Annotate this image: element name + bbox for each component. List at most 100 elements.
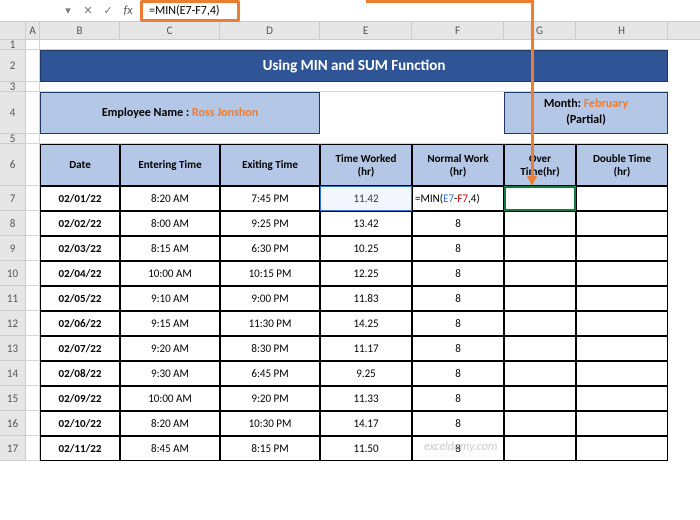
cell-double[interactable] [576,411,668,436]
cell-normal[interactable]: 8 [412,436,504,461]
cell-enter[interactable]: 9:20 AM [120,336,220,361]
cell-date[interactable]: 02/11/22 [40,436,120,461]
cell-worked[interactable]: 13.42 [320,211,412,236]
cell-double[interactable] [576,311,668,336]
row-7[interactable]: 7 [0,186,26,211]
cell-worked[interactable]: 11.17 [320,336,412,361]
row-11[interactable]: 11 [0,286,26,311]
cell-enter[interactable]: 10:00 AM [120,386,220,411]
row-6[interactable]: 6 [0,144,26,186]
row-15[interactable]: 15 [0,386,26,411]
cell-date[interactable]: 02/01/22 [40,186,120,211]
row-17[interactable]: 17 [0,436,26,461]
cell-double[interactable] [576,361,668,386]
col-c[interactable]: C [120,22,220,39]
row-14[interactable]: 14 [0,361,26,386]
cell-exit[interactable]: 10:30 PM [220,411,320,436]
row-4[interactable]: 4 [0,92,26,134]
cell-enter[interactable]: 9:15 AM [120,311,220,336]
cell-double[interactable] [576,436,668,461]
cell-enter[interactable]: 8:15 AM [120,236,220,261]
cell-normal[interactable]: 8 [412,211,504,236]
cell-normal[interactable]: 8 [412,311,504,336]
cell-enter[interactable]: 9:10 AM [120,286,220,311]
row-5[interactable]: 5 [0,134,26,144]
cell-exit[interactable]: 9:20 PM [220,386,320,411]
cell-double[interactable] [576,261,668,286]
cell-worked[interactable]: 14.17 [320,411,412,436]
cell-date[interactable]: 02/09/22 [40,386,120,411]
cell-enter[interactable]: 10:00 AM [120,261,220,286]
cell-normal[interactable]: 8 [412,261,504,286]
cell-over[interactable] [504,261,576,286]
cell-date[interactable]: 02/02/22 [40,211,120,236]
cancel-icon[interactable]: ✕ [78,4,98,17]
row-1[interactable]: 1 [0,40,26,50]
row-13[interactable]: 13 [0,336,26,361]
dropdown-icon[interactable]: ▾ [58,4,78,17]
select-all[interactable] [0,22,26,39]
cell-over[interactable] [504,236,576,261]
cell-exit[interactable]: 7:45 PM [220,186,320,211]
cell-date[interactable]: 02/05/22 [40,286,120,311]
cell-exit[interactable]: 11:30 PM [220,311,320,336]
row-9[interactable]: 9 [0,236,26,261]
cell-enter[interactable]: 8:45 AM [120,436,220,461]
cell-normal[interactable]: 8 [412,411,504,436]
cell-over[interactable] [504,361,576,386]
cell-worked[interactable]: 14.25 [320,311,412,336]
row-2[interactable]: 2 [0,50,26,82]
col-g[interactable]: G [504,22,576,39]
cell-normal[interactable]: 8 [412,386,504,411]
row-8[interactable]: 8 [0,211,26,236]
accept-icon[interactable]: ✓ [98,4,118,17]
cell-date[interactable]: 02/08/22 [40,361,120,386]
cell-date[interactable]: 02/10/22 [40,411,120,436]
cell-normal[interactable]: 8 [412,236,504,261]
col-b[interactable]: B [40,22,120,39]
cell-over[interactable] [504,286,576,311]
col-f[interactable]: F [412,22,504,39]
cell-enter[interactable]: 8:00 AM [120,211,220,236]
cell-exit[interactable]: 6:30 PM [220,236,320,261]
cell-worked[interactable]: 12.25 [320,261,412,286]
col-d[interactable]: D [220,22,320,39]
cell-exit[interactable]: 10:15 PM [220,261,320,286]
cell-enter[interactable]: 8:20 AM [120,411,220,436]
cell-over[interactable] [504,186,576,211]
cell-over[interactable] [504,411,576,436]
cell-normal[interactable]: 8 [412,286,504,311]
cell-worked[interactable]: 11.42 [320,186,412,211]
col-h[interactable]: H [576,22,668,39]
col-a[interactable]: A [26,22,40,39]
cell-double[interactable] [576,336,668,361]
cell-date[interactable]: 02/03/22 [40,236,120,261]
cell-double[interactable] [576,186,668,211]
cell-worked[interactable]: 11.83 [320,286,412,311]
cell-over[interactable] [504,436,576,461]
cell-formula[interactable]: =MIN(E7-F7,4) [412,186,504,211]
cell-over[interactable] [504,311,576,336]
cell-exit[interactable]: 9:00 PM [220,286,320,311]
cell-over[interactable] [504,386,576,411]
row-12[interactable]: 12 [0,311,26,336]
cell-enter[interactable]: 8:20 AM [120,186,220,211]
row-3[interactable]: 3 [0,82,26,92]
cell-normal[interactable]: 8 [412,361,504,386]
cell-worked[interactable]: 10.25 [320,236,412,261]
cell-double[interactable] [576,211,668,236]
cell-worked[interactable]: 11.50 [320,436,412,461]
cell-exit[interactable]: 9:25 PM [220,211,320,236]
cell-normal[interactable]: 8 [412,336,504,361]
fx-icon[interactable]: fx [118,4,138,18]
cell-double[interactable] [576,286,668,311]
row-16[interactable]: 16 [0,411,26,436]
cell-date[interactable]: 02/07/22 [40,336,120,361]
cell-exit[interactable]: 8:30 PM [220,336,320,361]
sheet-area[interactable]: Using MIN and SUM Function Employee Name… [26,40,700,461]
cell-enter[interactable]: 9:30 AM [120,361,220,386]
cell-worked[interactable]: 11.33 [320,386,412,411]
cell-over[interactable] [504,211,576,236]
cell-worked[interactable]: 9.25 [320,361,412,386]
cell-double[interactable] [576,236,668,261]
